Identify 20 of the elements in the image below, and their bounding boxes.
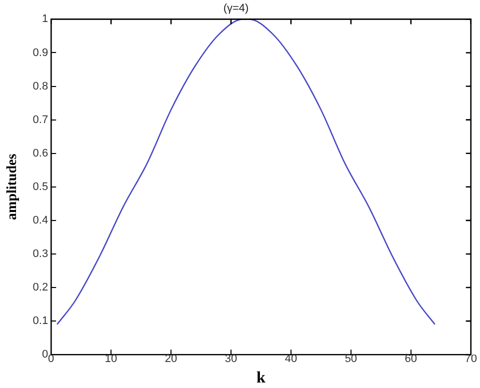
chart-title: (γ=4): [223, 2, 249, 15]
y-tick-label: 0.4: [32, 214, 48, 226]
y-tick-label: 0.2: [32, 282, 48, 294]
y-axis-title: amplitudes: [5, 153, 20, 220]
y-tick-label: 0.6: [32, 147, 48, 160]
x-tick-label: 50: [344, 353, 358, 366]
x-tick-label: 40: [284, 353, 298, 366]
y-tick-label: 0.9: [32, 46, 48, 59]
x-tick-label: 60: [404, 353, 418, 366]
y-tick-label: 0.1: [32, 315, 48, 328]
y-tick-label: 0.7: [32, 114, 48, 126]
x-tick-label: 30: [224, 353, 238, 366]
y-tick-label: 1: [42, 13, 48, 26]
y-tick-label: 0.3: [32, 248, 48, 260]
y-tick-label: 0.5: [32, 180, 48, 193]
line-series: [56, 19, 436, 326]
y-tick-label: 0.8: [32, 80, 48, 92]
x-axis-title: k: [256, 370, 266, 387]
x-tick-label: 20: [164, 353, 178, 366]
x-tick-label: 10: [104, 353, 118, 366]
